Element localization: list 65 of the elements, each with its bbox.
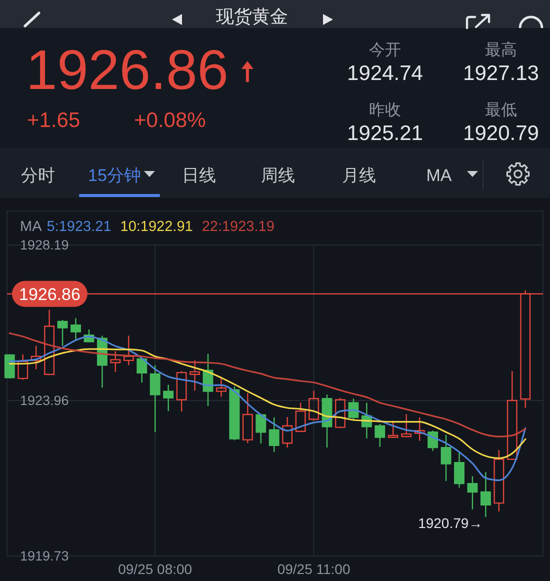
candlestick <box>229 386 240 441</box>
candlestick <box>110 350 121 372</box>
candlestick <box>282 416 293 448</box>
candlestick <box>335 397 346 429</box>
text: 最高 <box>485 41 517 59</box>
candlestick <box>70 318 81 340</box>
text: 昨收 <box>369 102 401 119</box>
candlestick <box>44 309 55 376</box>
line-series <box>8 348 526 460</box>
text: 分时 <box>21 166 55 185</box>
candlestick <box>216 378 226 398</box>
candlestick <box>57 319 68 346</box>
candlestick <box>348 398 359 420</box>
candlestick <box>308 390 320 422</box>
text: 周线 <box>261 166 295 185</box>
x-tick-label: 09/25 08:00 <box>118 560 192 577</box>
y-tick-label: 1923.96 <box>20 393 69 408</box>
text: +0.08% <box>134 109 206 132</box>
candlestick <box>30 345 42 370</box>
line-series <box>8 336 526 482</box>
candlestick <box>163 384 174 412</box>
text: 22:1923.19 <box>202 219 274 236</box>
candlestick <box>123 335 134 366</box>
text: 1925.21 <box>347 122 423 145</box>
x-tick-label: 09/25 11:00 <box>277 560 350 577</box>
candlestick <box>374 423 386 448</box>
candlestick <box>467 476 478 510</box>
candlestick <box>506 370 518 461</box>
text: 1924.74 <box>347 62 424 85</box>
candlestick <box>414 416 425 442</box>
y-tick-label: 1928.19 <box>20 238 69 253</box>
candlestick <box>176 370 187 412</box>
candlestick <box>4 354 15 380</box>
line-series <box>8 332 526 438</box>
chart-title: 现货黄金 <box>216 6 288 26</box>
ref-line-label: 1926.86 <box>19 284 80 304</box>
candlestick <box>295 402 306 433</box>
annotation: 1920.79→ <box>418 514 483 531</box>
text: 日线 <box>182 166 216 185</box>
candlestick <box>388 420 398 439</box>
text: 1920.79 <box>463 122 539 145</box>
candlestick <box>454 451 464 488</box>
candlestick <box>190 360 200 392</box>
candlestick <box>256 414 266 444</box>
candlestick <box>136 358 148 384</box>
text: 1926.86 <box>26 38 228 101</box>
candlestick <box>242 392 253 444</box>
text: +1.65 <box>27 109 80 132</box>
candlestick <box>440 434 452 482</box>
candlestick <box>150 364 160 433</box>
text: 最低 <box>485 102 517 119</box>
text: 15分钟 <box>88 166 141 185</box>
candlestick <box>268 416 280 453</box>
candlestick <box>494 450 504 512</box>
text: 5:1923.21 <box>46 219 112 236</box>
text: 10:1922.91 <box>120 219 193 236</box>
text: 今开 <box>369 42 401 59</box>
text: 1927.13 <box>463 62 539 85</box>
candlestick <box>401 414 412 438</box>
candlestick <box>18 354 28 381</box>
y-tick-label: 1919.73 <box>20 548 69 564</box>
text: 月线 <box>342 166 376 185</box>
text: MA <box>426 166 452 185</box>
candlestick <box>480 472 491 518</box>
legend-title: MA <box>20 219 42 236</box>
